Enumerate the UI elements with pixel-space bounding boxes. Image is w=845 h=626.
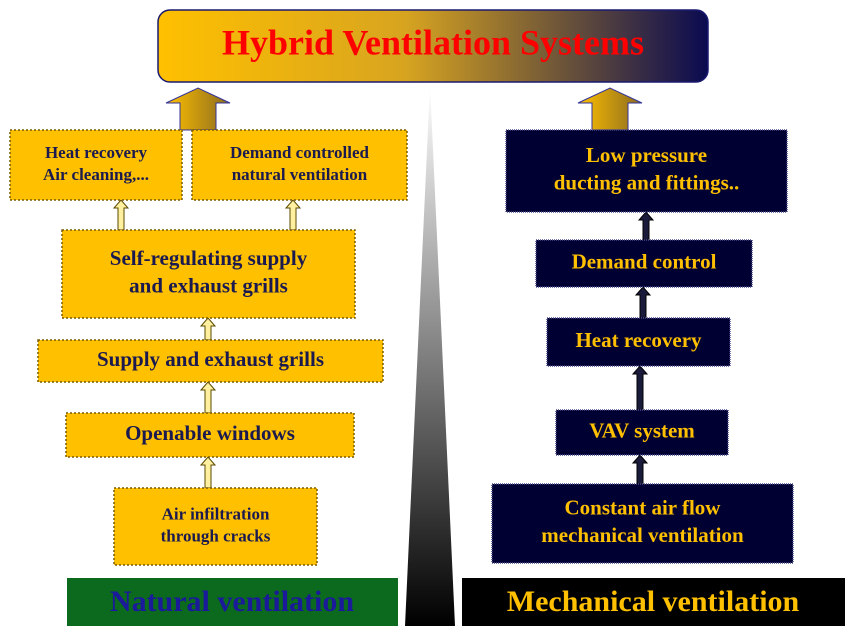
box-label: VAV system — [589, 418, 695, 442]
big-arrow — [577, 87, 643, 131]
arrow — [199, 456, 217, 489]
box-label: through cracks — [161, 526, 271, 545]
box-label: Heat recovery — [45, 143, 148, 162]
box — [546, 317, 731, 367]
box-label: Air cleaning,... — [43, 165, 149, 184]
box-label: natural ventilation — [232, 165, 368, 184]
box-label: and exhaust grills — [129, 273, 288, 297]
box — [37, 339, 384, 383]
arrow — [284, 199, 302, 231]
box-label: Constant air flow — [565, 496, 722, 520]
arrow — [631, 365, 649, 411]
box — [555, 409, 729, 456]
natural-label: Natural ventilation — [110, 585, 354, 618]
box-label: ducting and fittings.. — [554, 170, 740, 194]
box — [65, 412, 355, 458]
arrow — [199, 317, 217, 341]
box-label: Demand control — [572, 249, 717, 273]
box-label: mechanical ventilation — [541, 523, 744, 547]
wedge — [405, 85, 455, 626]
box — [191, 129, 408, 201]
box-label: Self-regulating supply — [110, 246, 308, 270]
mechanical-label: Mechanical ventilation — [507, 585, 800, 618]
box-label: Supply and exhaust grills — [97, 347, 324, 371]
box-label: Air infiltration — [162, 504, 270, 523]
box — [9, 129, 183, 201]
title: Hybrid Ventilation Systems — [222, 22, 644, 62]
label-box — [67, 578, 398, 626]
box — [61, 229, 356, 319]
box — [113, 487, 318, 566]
label-box — [462, 578, 845, 626]
box — [535, 239, 753, 288]
box — [505, 129, 788, 213]
arrow — [199, 381, 217, 414]
box-label: Openable windows — [125, 421, 295, 445]
box-label: Low pressure — [586, 143, 707, 167]
arrow — [637, 211, 655, 241]
box-label: Heat recovery — [575, 328, 702, 352]
arrow — [634, 286, 652, 319]
box — [491, 483, 794, 564]
arrow — [631, 454, 649, 485]
title-box — [157, 9, 709, 83]
big-arrow — [165, 87, 231, 131]
arrow — [112, 199, 130, 231]
box-label: Demand controlled — [230, 143, 370, 162]
